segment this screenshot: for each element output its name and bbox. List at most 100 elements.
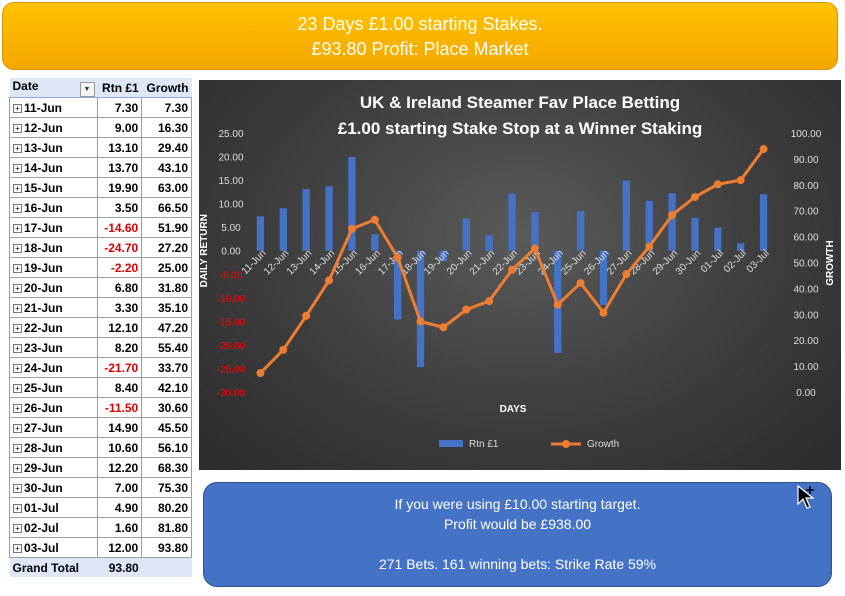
date-cell[interactable]: +14-Jun: [9, 157, 98, 178]
table-row: +20-Jun 6.80 31.80: [9, 277, 192, 298]
chart-title-line-1: UK & Ireland Steamer Fav Place Betting: [360, 93, 680, 112]
growth-marker: [485, 297, 494, 306]
bar-rtn: [531, 212, 539, 251]
expand-icon[interactable]: +: [13, 463, 22, 473]
date-cell[interactable]: +25-Jun: [9, 377, 98, 398]
date-cell[interactable]: +17-Jun: [9, 217, 98, 238]
expand-icon[interactable]: +: [13, 263, 22, 273]
table-row: +14-Jun 13.70 43.10: [9, 157, 192, 178]
table-row: +16-Jun 3.50 66.50: [9, 197, 192, 218]
expand-icon[interactable]: +: [13, 243, 22, 253]
y2-tick-label: 60.00: [793, 233, 818, 244]
expand-icon[interactable]: +: [13, 443, 22, 453]
date-cell[interactable]: +20-Jun: [9, 277, 98, 298]
growth-marker: [256, 369, 265, 378]
y-tick-label: -20.00: [217, 341, 246, 352]
rtn-cell: 10.60: [96, 437, 143, 458]
expand-icon[interactable]: +: [13, 123, 22, 133]
y2-tick-label: 100.00: [791, 129, 822, 140]
rtn-cell: -14.60: [96, 217, 143, 238]
expand-icon[interactable]: +: [13, 343, 22, 353]
date-cell[interactable]: +26-Jun: [9, 397, 98, 418]
date-cell[interactable]: +03-Jul: [9, 537, 98, 558]
growth-cell: 27.20: [141, 237, 192, 258]
pivot-header-row: Date ▼ Rtn £1 Growth: [9, 78, 192, 98]
date-cell[interactable]: +30-Jun: [9, 477, 98, 498]
date-value: 21-Jun: [24, 300, 63, 315]
growth-marker: [393, 253, 402, 262]
bar-rtn: [462, 218, 470, 251]
rtn-cell: -21.70: [96, 357, 143, 378]
rtn-cell: 12.20: [96, 457, 143, 478]
rtn-cell: 9.00: [96, 117, 143, 138]
date-cell[interactable]: +23-Jun: [9, 337, 98, 358]
expand-icon[interactable]: +: [13, 143, 22, 153]
growth-marker: [416, 317, 425, 326]
expand-icon[interactable]: +: [13, 383, 22, 393]
info-line-1: If you were using £10.00 starting target…: [394, 496, 641, 512]
bar-rtn: [645, 200, 653, 251]
date-cell[interactable]: +02-Jul: [9, 517, 98, 538]
expand-icon[interactable]: +: [13, 223, 22, 233]
date-cell[interactable]: +15-Jun: [9, 177, 98, 198]
date-cell[interactable]: +24-Jun: [9, 357, 98, 378]
table-row: +26-Jun -11.50 30.60: [9, 397, 192, 418]
date-cell[interactable]: +28-Jun: [9, 437, 98, 458]
expand-icon[interactable]: +: [13, 363, 22, 373]
expand-icon[interactable]: +: [13, 303, 22, 313]
expand-icon[interactable]: +: [13, 163, 22, 173]
expand-icon[interactable]: +: [13, 203, 22, 213]
date-cell[interactable]: +18-Jun: [9, 237, 98, 258]
date-cell[interactable]: +19-Jun: [9, 257, 98, 278]
date-column-header[interactable]: Date ▼: [9, 78, 98, 98]
date-value: 01-Jul: [24, 500, 59, 515]
expand-icon[interactable]: +: [13, 103, 22, 113]
table-row: +03-Jul 12.00 93.80: [9, 537, 192, 558]
growth-cell: 81.80: [141, 517, 192, 538]
rtn-column-header: Rtn £1: [97, 78, 142, 98]
date-value: 28-Jun: [24, 440, 63, 455]
table-row: +30-Jun 7.00 75.30: [9, 477, 192, 498]
bar-rtn: [508, 193, 516, 251]
y2-tick-label: 90.00: [793, 155, 818, 166]
growth-marker: [370, 215, 379, 224]
date-cell[interactable]: +13-Jun: [9, 137, 98, 158]
filter-dropdown-icon[interactable]: ▼: [79, 81, 95, 97]
table-row: +12-Jun 9.00 16.30: [9, 117, 192, 138]
expand-icon[interactable]: +: [13, 323, 22, 333]
date-cell[interactable]: +01-Jul: [9, 497, 98, 518]
growth-cell: 45.50: [141, 417, 192, 438]
date-cell[interactable]: +22-Jun: [9, 317, 98, 338]
combo-chart: UK & Ireland Steamer Fav Place Betting £1…: [199, 80, 841, 470]
x-axis-title: DAYS: [500, 404, 527, 415]
date-cell[interactable]: +21-Jun: [9, 297, 98, 318]
growth-cell: 68.30: [141, 457, 192, 478]
date-cell[interactable]: +12-Jun: [9, 117, 98, 138]
y-tick-label: 0.00: [221, 247, 241, 258]
rtn-cell: 13.10: [96, 137, 143, 158]
expand-icon[interactable]: +: [13, 523, 22, 533]
expand-icon[interactable]: +: [13, 423, 22, 433]
expand-icon[interactable]: +: [13, 543, 22, 553]
expand-icon[interactable]: +: [13, 183, 22, 193]
growth-marker: [645, 242, 654, 251]
x-tick-label: 03-Jul: [745, 248, 772, 275]
rtn-cell: 12.00: [96, 537, 143, 558]
growth-marker: [690, 192, 699, 201]
growth-marker: [302, 311, 311, 320]
expand-icon[interactable]: +: [13, 403, 22, 413]
date-cell[interactable]: +11-Jun: [9, 97, 98, 118]
growth-cell: 43.10: [141, 157, 192, 178]
date-cell[interactable]: +27-Jun: [9, 417, 98, 438]
date-cell[interactable]: +16-Jun: [9, 197, 98, 218]
expand-icon[interactable]: +: [13, 503, 22, 513]
bar-rtn: [279, 208, 287, 251]
date-cell[interactable]: +29-Jun: [9, 457, 98, 478]
growth-marker: [462, 305, 471, 314]
table-row: +27-Jun 14.90 45.50: [9, 417, 192, 438]
expand-icon[interactable]: +: [13, 283, 22, 293]
date-value: 22-Jun: [24, 320, 63, 335]
expand-icon[interactable]: +: [13, 483, 22, 493]
table-row: +17-Jun -14.60 51.90: [9, 217, 192, 238]
date-value: 15-Jun: [24, 180, 63, 195]
